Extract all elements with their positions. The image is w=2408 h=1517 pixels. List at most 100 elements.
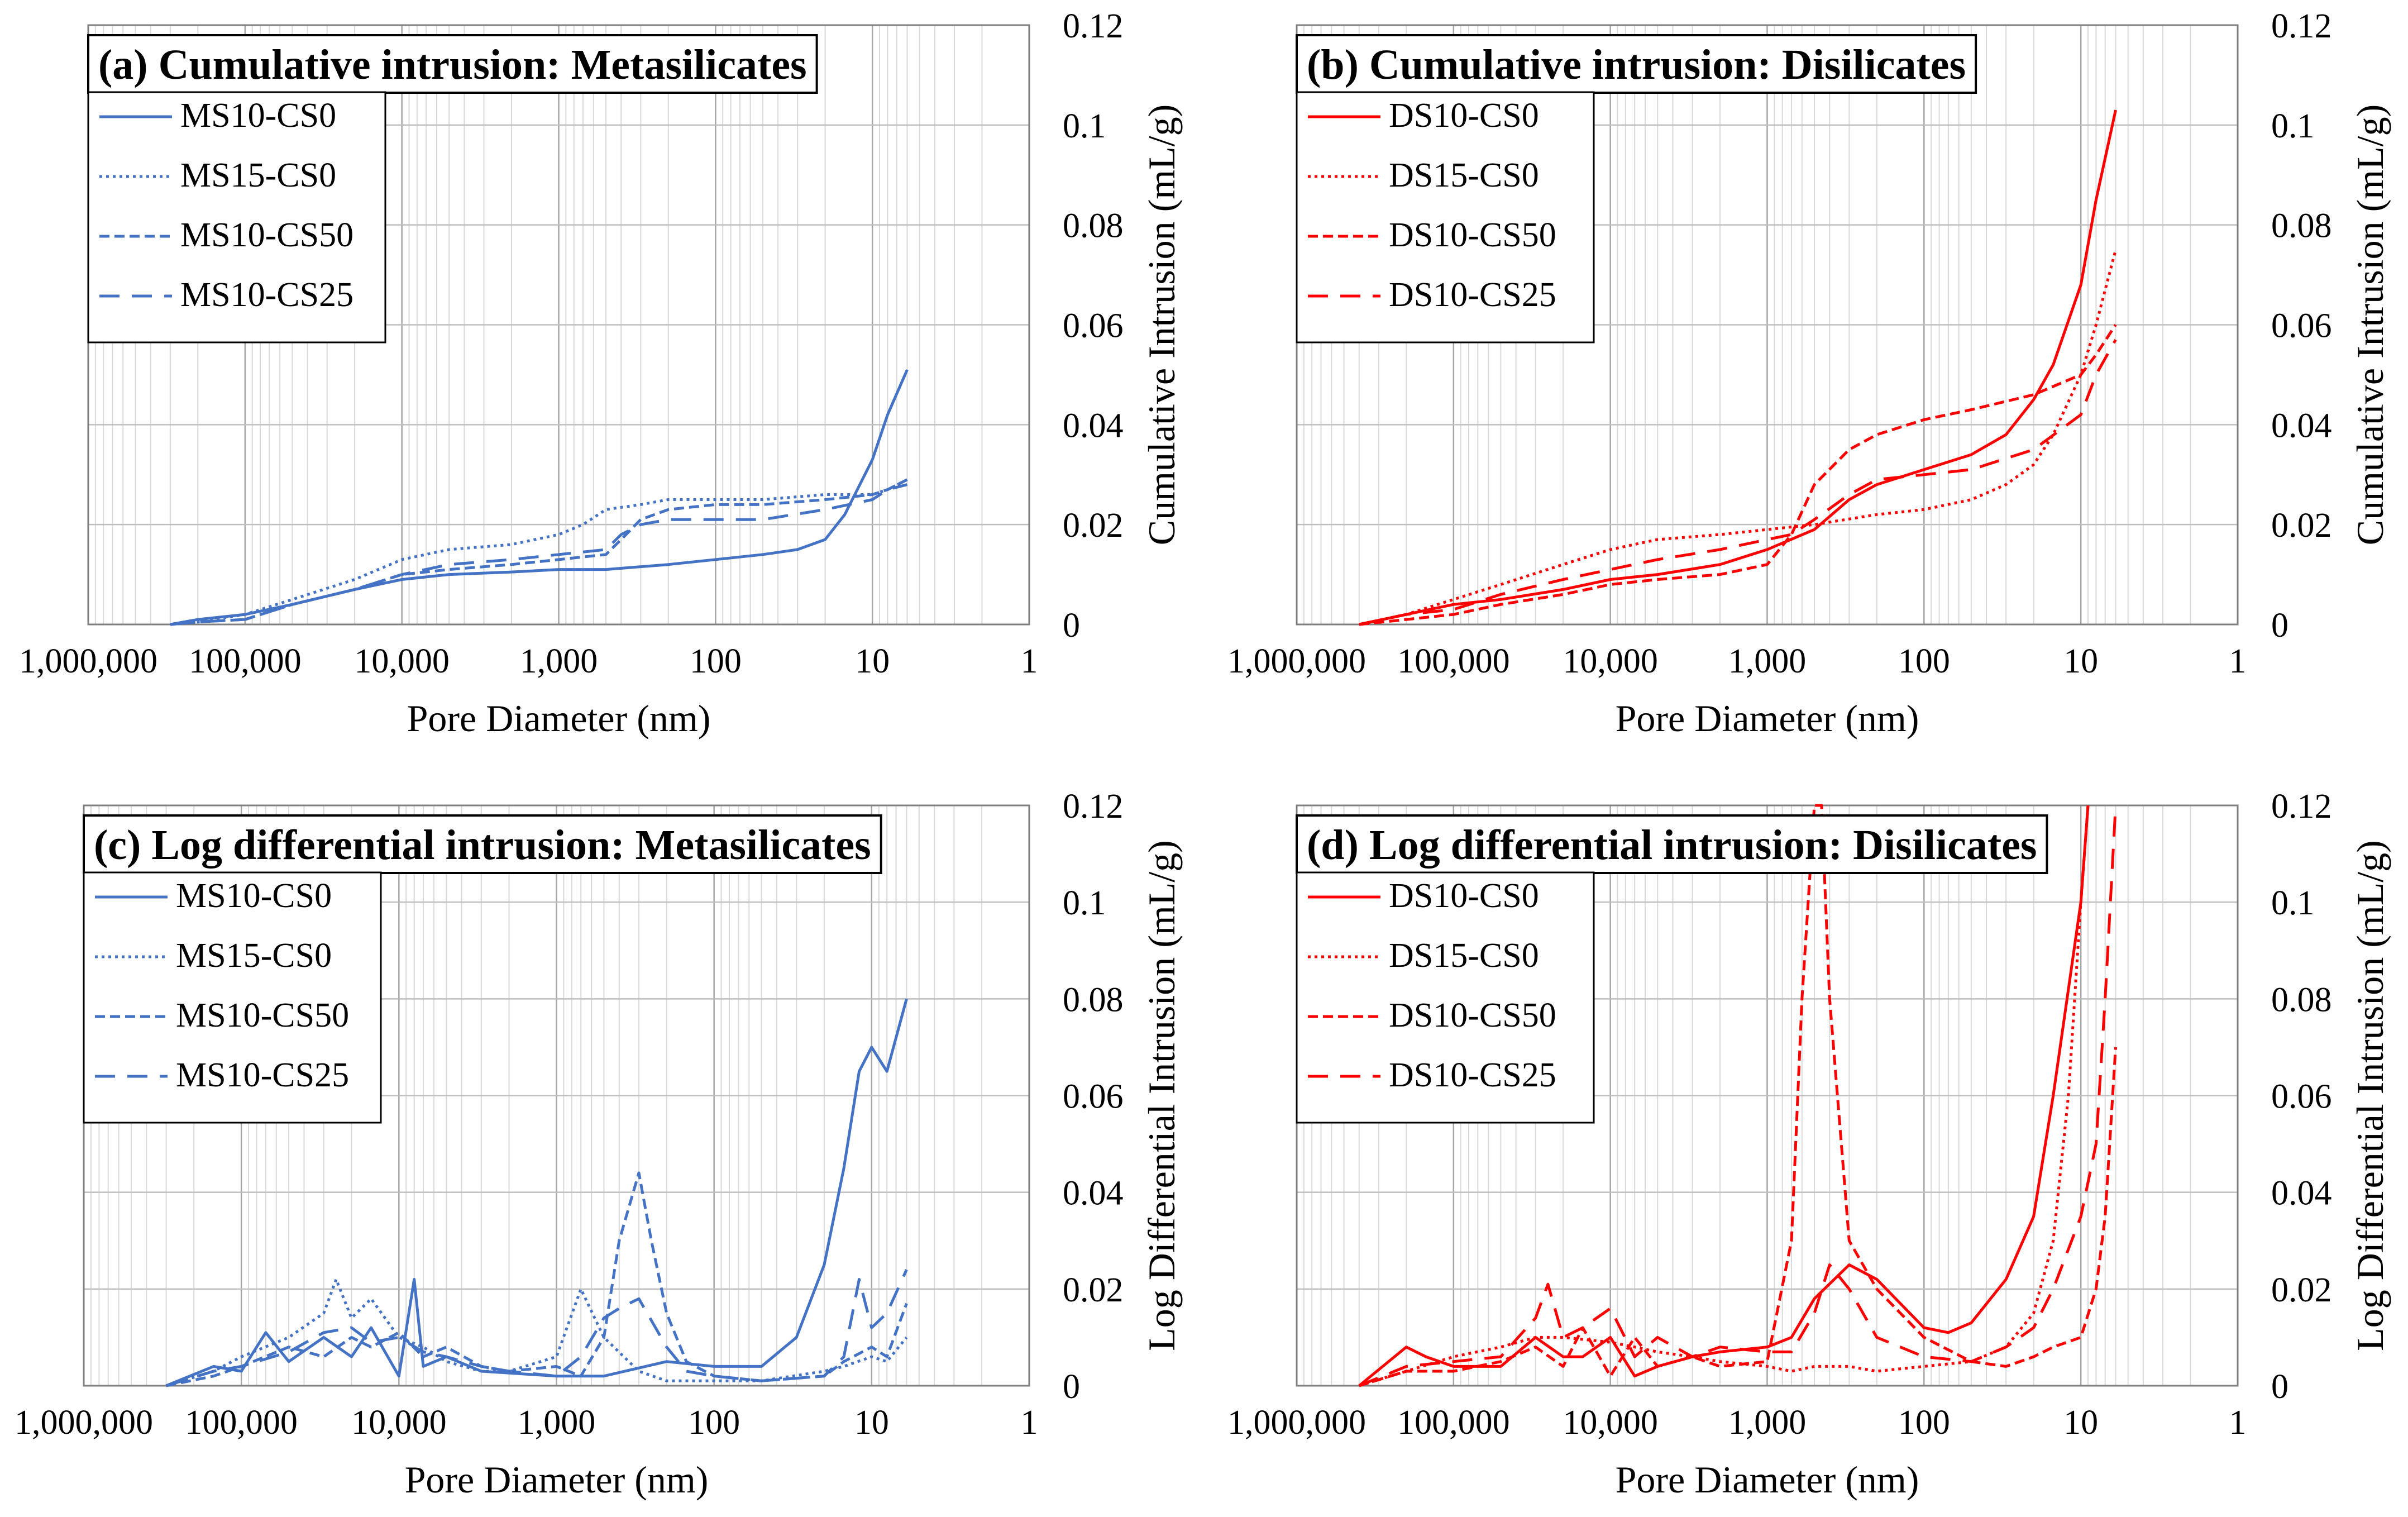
y-tick-label: 0.04 — [2271, 1175, 2332, 1213]
y-tick-label: 0.12 — [2271, 7, 2332, 45]
x-tick-label: 1 — [1021, 642, 1038, 680]
y-tick-label: 0.04 — [2271, 407, 2332, 445]
chart-panel-a: 1,000,000 100,000 10,000 1,000 100 10 10 0.02 0.… — [19, 7, 1183, 740]
y-tick-label: 0.02 — [1063, 1271, 1124, 1309]
panel-title-text: (a) Cumulative intrusion: Metasilicates — [98, 41, 807, 88]
panel-title: (b) Cumulative intrusion: Disilicates — [1296, 34, 1977, 94]
y-tick-label: 0.08 — [1063, 981, 1124, 1019]
legend-label: DS10-CS50 — [1389, 216, 1556, 254]
series-line-ms10-cs0 — [170, 369, 909, 626]
x-axis-title: Pore Diameter (nm) — [1616, 1458, 1919, 1501]
x-axis-title: Pore Diameter (nm) — [407, 697, 711, 740]
legend-label: MS10-CS0 — [176, 877, 332, 915]
legend-label: DS10-CS25 — [1389, 276, 1556, 314]
x-tick-label: 1,000 — [518, 1404, 596, 1442]
panel-title-text: (b) Cumulative intrusion: Disilicates — [1307, 41, 1966, 88]
y-tick-label: 0 — [2271, 1368, 2288, 1406]
chart-panel-d: 1,000,000 100,000 10,000 1,000 100 10 10 0.02 0.… — [1227, 788, 2391, 1501]
legend-label: MS15-CS0 — [176, 937, 332, 975]
legend: MS10-CS0 MS15-CS0 MS10-CS50 MS10-CS25 — [87, 91, 386, 344]
x-tick-label: 10 — [854, 1404, 889, 1442]
legend: MS10-CS0 MS15-CS0 MS10-CS50 MS10-CS25 — [83, 871, 382, 1124]
legend-box — [1296, 871, 1595, 1124]
x-tick-label: 10,000 — [354, 642, 450, 680]
y-tick-label: 0.04 — [1063, 1175, 1124, 1213]
y-tick-label: 0.06 — [2271, 307, 2332, 345]
y-axis-title: Log Differential Intrusion (mL/g) — [1140, 840, 1183, 1351]
panel-title-text: (c) Log differential intrusion: Metasili… — [94, 822, 871, 869]
y-tick-label: 0.02 — [1063, 507, 1124, 545]
y-axis-title: Cumulative Intrusion (mL/g) — [1140, 104, 1183, 545]
y-tick-label: 0.1 — [2271, 884, 2315, 922]
panel-title: (a) Cumulative intrusion: Metasilicates — [87, 34, 818, 94]
x-tick-label: 10,000 — [1563, 642, 1658, 680]
chart-panel-b: 1,000,000 100,000 10,000 1,000 100 10 10 0.02 0.… — [1227, 7, 2391, 740]
legend-label: MS10-CS0 — [180, 97, 336, 135]
legend-label: MS10-CS50 — [176, 996, 349, 1034]
series-line-ms10-cs25 — [170, 483, 908, 626]
series-line-ds10-cs25 — [1359, 339, 2117, 626]
x-tick-label: 1,000,000 — [1227, 642, 1366, 680]
y-tick-label: 0.08 — [1063, 207, 1124, 245]
y-tick-label: 0.06 — [1063, 307, 1124, 345]
x-tick-label: 100,000 — [189, 642, 302, 680]
y-tick-label: 0.02 — [2271, 1271, 2332, 1309]
y-tick-label: 0.02 — [2271, 507, 2332, 545]
series-line-ds15-cs0 — [1359, 805, 2090, 1387]
x-tick-label: 100 — [1898, 1404, 1950, 1442]
x-tick-label: 10,000 — [351, 1404, 447, 1442]
y-tick-label: 0.12 — [2271, 788, 2332, 826]
y-tick-label: 0.04 — [1063, 407, 1124, 445]
y-tick-label: 0.08 — [2271, 981, 2332, 1019]
y-tick-label: 0.12 — [1063, 7, 1124, 45]
x-axis-title: Pore Diameter (nm) — [405, 1458, 709, 1501]
x-tick-label: 10 — [2063, 1404, 2098, 1442]
y-tick-label: 0 — [2271, 607, 2288, 645]
series-line-ms10-cs50 — [166, 1171, 908, 1387]
panel-title-box — [83, 814, 882, 874]
legend-label: MS10-CS50 — [180, 216, 353, 254]
y-tick-label: 0.06 — [1063, 1078, 1124, 1116]
legend: DS10-CS0 DS15-CS0 DS10-CS50 DS10-CS25 — [1296, 91, 1595, 344]
panel-title: (c) Log differential intrusion: Metasili… — [83, 814, 882, 874]
series-line-ds10-cs0 — [1359, 109, 2117, 626]
legend: DS10-CS0 DS15-CS0 DS10-CS50 DS10-CS25 — [1296, 871, 1595, 1124]
legend-label: DS10-CS0 — [1389, 877, 1539, 915]
x-tick-label: 100,000 — [1397, 1404, 1510, 1442]
y-axis-title: Log Differential Intrusion (mL/g) — [2349, 840, 2391, 1351]
x-tick-label: 1,000 — [1728, 642, 1807, 680]
y-tick-label: 0.1 — [2271, 107, 2315, 145]
legend-label: DS15-CS0 — [1389, 937, 1539, 975]
y-tick-label: 0.08 — [2271, 207, 2332, 245]
legend-label: MS15-CS0 — [180, 156, 336, 194]
series-line-ds10-cs50 — [1359, 324, 2117, 626]
legend-label: MS10-CS25 — [180, 276, 353, 314]
y-tick-label: 0.06 — [2271, 1078, 2332, 1116]
x-axis-title: Pore Diameter (nm) — [1616, 697, 1919, 740]
x-tick-label: 1,000,000 — [1227, 1404, 1366, 1442]
legend-label: MS10-CS25 — [176, 1056, 349, 1094]
y-tick-label: 0 — [1063, 1368, 1080, 1406]
legend-box — [83, 871, 382, 1124]
x-tick-label: 1 — [2229, 1404, 2247, 1442]
chart-panel-c: 1,000,000 100,000 10,000 1,000 100 10 10 0.02 0.… — [15, 788, 1183, 1501]
x-tick-label: 100 — [688, 1404, 740, 1442]
x-tick-label: 1,000,000 — [19, 642, 157, 680]
legend-label: DS10-CS0 — [1389, 97, 1539, 135]
panel-title-box — [1296, 814, 2048, 874]
x-tick-label: 100,000 — [185, 1404, 298, 1442]
x-tick-label: 100,000 — [1397, 642, 1510, 680]
x-tick-label: 1,000 — [1728, 1404, 1807, 1442]
series-line-ds10-cs50 — [1359, 804, 2117, 1387]
y-tick-label: 0.12 — [1063, 788, 1124, 826]
y-tick-label: 0 — [1063, 607, 1080, 645]
y-tick-label: 0.1 — [1063, 107, 1106, 145]
panel-title-box — [87, 34, 818, 94]
x-tick-label: 1 — [2229, 642, 2247, 680]
series-line-ds10-cs25 — [1358, 805, 2117, 1387]
legend-label: DS10-CS50 — [1389, 996, 1556, 1034]
panel-title: (d) Log differential intrusion: Disilica… — [1296, 814, 2048, 874]
x-tick-label: 1,000,000 — [15, 1404, 153, 1442]
x-tick-label: 100 — [690, 642, 742, 680]
